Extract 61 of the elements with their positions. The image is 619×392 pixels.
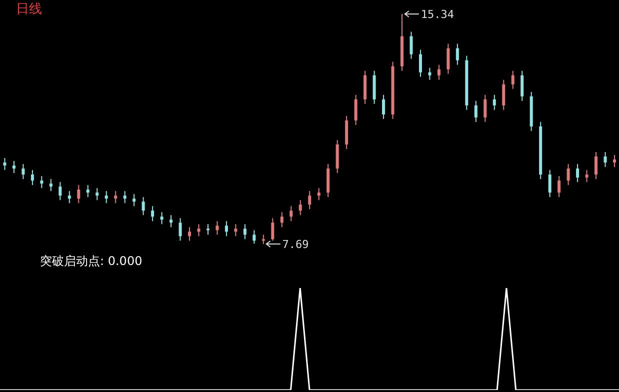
candlestick xyxy=(170,214,173,228)
annotation: 15.34 xyxy=(420,8,454,21)
candlestick xyxy=(484,94,487,122)
candlestick xyxy=(446,43,450,74)
candlestick xyxy=(520,70,524,102)
candlestick xyxy=(216,220,219,236)
candlestick xyxy=(86,184,90,198)
candlestick xyxy=(456,43,459,66)
candlestick xyxy=(418,49,422,78)
candlestick xyxy=(410,31,413,60)
candlestick xyxy=(178,218,182,242)
candlestick xyxy=(594,152,598,180)
candlestick xyxy=(68,190,71,204)
candlestick xyxy=(206,224,210,236)
candlestick xyxy=(160,212,164,225)
candlestick xyxy=(114,190,118,204)
candlestick xyxy=(604,152,607,168)
candlestick xyxy=(290,206,293,222)
candlestick xyxy=(548,170,552,198)
candlestick xyxy=(243,224,246,240)
candlestick xyxy=(151,206,154,222)
candlestick xyxy=(382,94,386,120)
candlestick xyxy=(22,164,25,180)
chart-title: 日线 xyxy=(16,1,42,18)
candlestick xyxy=(188,226,192,242)
candlestick xyxy=(77,184,80,204)
candlestick xyxy=(30,170,34,186)
candlestick xyxy=(49,178,52,192)
candlestick xyxy=(298,200,302,216)
candlestick xyxy=(437,64,440,80)
candlestick xyxy=(428,67,432,80)
candlestick xyxy=(234,224,238,237)
candlestick xyxy=(474,100,478,122)
candlestick xyxy=(197,224,200,237)
candlestick xyxy=(40,176,44,189)
candlestick xyxy=(585,170,588,183)
candlestick xyxy=(104,190,108,204)
candlestick xyxy=(123,190,126,204)
chart-title: 突破启动点: 0.000 xyxy=(40,253,142,270)
candlestick xyxy=(142,196,145,216)
candlestick xyxy=(492,94,496,110)
candlestick xyxy=(558,176,561,198)
candlestick xyxy=(354,94,358,126)
candlestick xyxy=(280,212,284,228)
candlestick xyxy=(262,234,265,244)
candlestick xyxy=(308,190,312,210)
candlestick xyxy=(612,154,616,168)
candlestick xyxy=(12,160,16,174)
candlestick xyxy=(252,230,256,244)
candlestick xyxy=(576,164,580,183)
annotation: 7.69 xyxy=(282,238,309,251)
candlestick xyxy=(3,158,6,171)
candlestick xyxy=(132,194,136,207)
candlestick xyxy=(317,188,320,201)
candlestick xyxy=(271,218,274,242)
candlestick xyxy=(502,79,506,110)
candlestick xyxy=(96,188,99,201)
candlestick xyxy=(58,182,62,201)
candlestick xyxy=(566,164,570,186)
candlestick xyxy=(511,70,514,90)
candlestick xyxy=(224,220,228,237)
